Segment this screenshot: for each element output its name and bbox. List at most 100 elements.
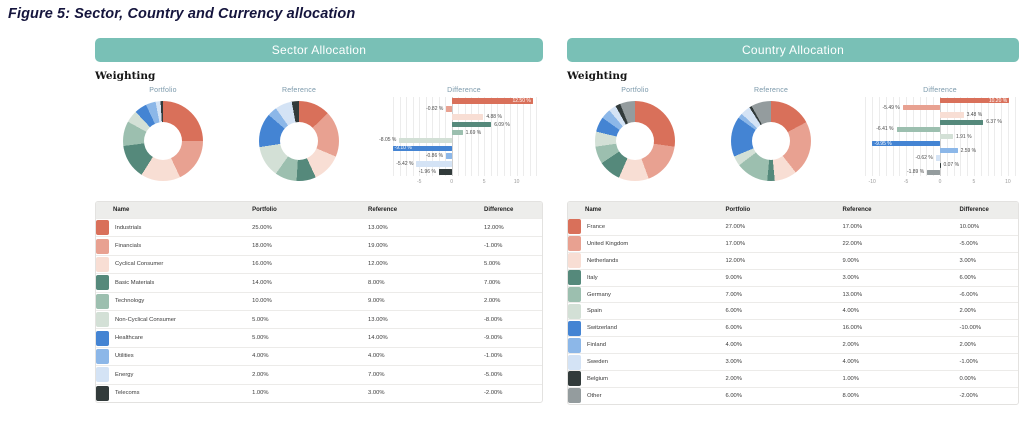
table-cell: -8.00% [484, 316, 503, 323]
category-color-swatch [96, 367, 109, 383]
diff-bar [940, 119, 984, 125]
column-header: Name [585, 207, 602, 213]
table-cell: 9.00% [368, 298, 385, 305]
table-cell: 10.00% [959, 223, 980, 230]
diff-bar [446, 106, 452, 112]
bar-value-label: 0.07 % [943, 162, 960, 169]
bar-value-label: -5.42 % [396, 161, 414, 168]
table-cell: 2.00% [484, 298, 501, 305]
country-allocation-panel: Country Allocation Weighting Portfolio R… [567, 38, 1019, 405]
bar-value-label: -0.62 % [915, 155, 933, 162]
bar-value-label: -5.49 % [882, 104, 900, 111]
diff-bar [902, 105, 940, 111]
table-cell: -1.00% [959, 359, 978, 366]
table-row: Other 6.00% 8.00% -2.00% [568, 386, 1018, 404]
diff-bar [940, 148, 958, 154]
diff-bar [438, 169, 452, 175]
table-cell: -6.00% [959, 291, 978, 298]
table-cell: Sweden [587, 359, 608, 366]
bar-plot-area: 10.20 % -5.49 % 3.48 % 6.37 % -6.41 % 1.91 % -… [864, 97, 1016, 176]
bar-value-label: 4.88 % [486, 113, 502, 120]
bar-value-label: 2.59 % [960, 147, 977, 154]
table-cell: 17.00% [725, 240, 746, 247]
table-cell: 27.00% [725, 223, 746, 230]
bar-value-label: 6.37 % [986, 119, 1002, 126]
table-cell: -1.00% [484, 353, 503, 360]
table-cell: Spain [587, 308, 602, 315]
table-cell: France [587, 223, 606, 230]
table-cell: 4.00% [368, 353, 385, 360]
table-cell: 4.00% [842, 308, 859, 315]
sector-charts-row: Portfolio Reference Difference 12.50 % -0… [95, 87, 543, 191]
diff-bar [940, 112, 964, 118]
table-cell: 9.00% [842, 257, 859, 264]
bar-value-label: -6.41 % [876, 126, 894, 133]
table-cell: 5.00% [252, 316, 269, 323]
bar-value-label: -1.96 % [418, 169, 436, 176]
table-cell: 14.00% [368, 335, 388, 342]
table-cell: Industrials [115, 224, 142, 231]
table-cell: Cyclical Consumer [115, 261, 164, 268]
country-table: Name Portfolio Reference Difference France 27… [567, 201, 1019, 405]
table-cell: Telecoms [115, 390, 140, 397]
bar-value-label: -9.10 % [394, 145, 412, 152]
column-header: Name [113, 207, 130, 213]
table-cell: 12.00% [725, 257, 746, 264]
table-row: Germany 7.00% 13.00% -6.00% [568, 285, 1018, 303]
table-row: Healthcare 5.00% 14.00% -9.00% [96, 328, 542, 346]
table-cell: 8.00% [842, 392, 859, 399]
column-header: Portfolio [725, 207, 751, 213]
x-tick-label: 5 [972, 179, 976, 185]
country-reference-donut [731, 101, 811, 181]
table-cell: -1.00% [484, 243, 503, 250]
chart-title-difference: Difference [447, 87, 481, 94]
table-cell: Switzerland [587, 325, 617, 332]
table-cell: 6.00% [725, 308, 742, 315]
category-color-swatch [568, 253, 581, 269]
table-cell: 13.00% [368, 316, 388, 323]
sector-portfolio-chart: Portfolio [95, 87, 231, 181]
table-cell: 6.00% [959, 274, 976, 281]
table-cell: 22.00% [842, 240, 863, 247]
table-cell: 4.00% [252, 353, 269, 360]
table-cell: -10.00% [959, 325, 982, 332]
bar-value-label: -8.05 % [379, 137, 397, 144]
category-color-swatch [96, 312, 109, 328]
table-cell: 5.00% [252, 335, 269, 342]
table-cell: 0.00% [959, 375, 976, 382]
column-header: Reference [842, 207, 872, 213]
table-cell: 12.00% [484, 224, 504, 231]
country-charts-row: Portfolio Reference Difference 10.20 % -5… [567, 87, 1019, 191]
table-header-row: Name Portfolio Reference Difference [96, 202, 542, 218]
diff-bar [451, 129, 463, 136]
diff-bar [399, 137, 452, 144]
sector-reference-chart: Reference [231, 87, 367, 181]
table-cell: 18.00% [252, 243, 272, 250]
chart-title-difference: Difference [923, 87, 957, 94]
table-row: Energy 2.00% 7.00% -5.00% [96, 365, 542, 383]
table-row: Sweden 3.00% 4.00% -1.00% [568, 353, 1018, 370]
table-row: Industrials 25.00% 13.00% 12.00% [96, 218, 542, 236]
diff-bar [392, 145, 452, 152]
sector-panel-header: Sector Allocation [95, 38, 543, 62]
table-cell: 7.00% [725, 291, 742, 298]
table-cell: 16.00% [252, 261, 272, 268]
table-cell: Healthcare [115, 335, 144, 342]
country-portfolio-chart: Portfolio [567, 87, 703, 181]
table-row: Non-Cyclical Consumer 5.00% 13.00% -8.00% [96, 309, 542, 328]
table-row: Cyclical Consumer 16.00% 12.00% 5.00% [96, 254, 542, 273]
table-cell: Belgium [587, 375, 608, 382]
table-cell: 13.00% [842, 291, 863, 298]
x-axis: -10 -5 0 5 10 [864, 177, 1016, 187]
table-cell: 16.00% [842, 325, 863, 332]
x-tick-label: 10 [513, 179, 520, 185]
table-cell: 1.00% [252, 390, 269, 397]
table-cell: 17.00% [842, 223, 863, 230]
table-cell: 13.00% [368, 224, 388, 231]
table-row: Telecoms 1.00% 3.00% -2.00% [96, 383, 542, 402]
sector-table: Name Portfolio Reference Difference Industri… [95, 201, 543, 403]
x-tick-label: 0 [450, 179, 454, 185]
category-color-swatch [568, 219, 581, 235]
chart-title-reference: Reference [281, 87, 317, 94]
